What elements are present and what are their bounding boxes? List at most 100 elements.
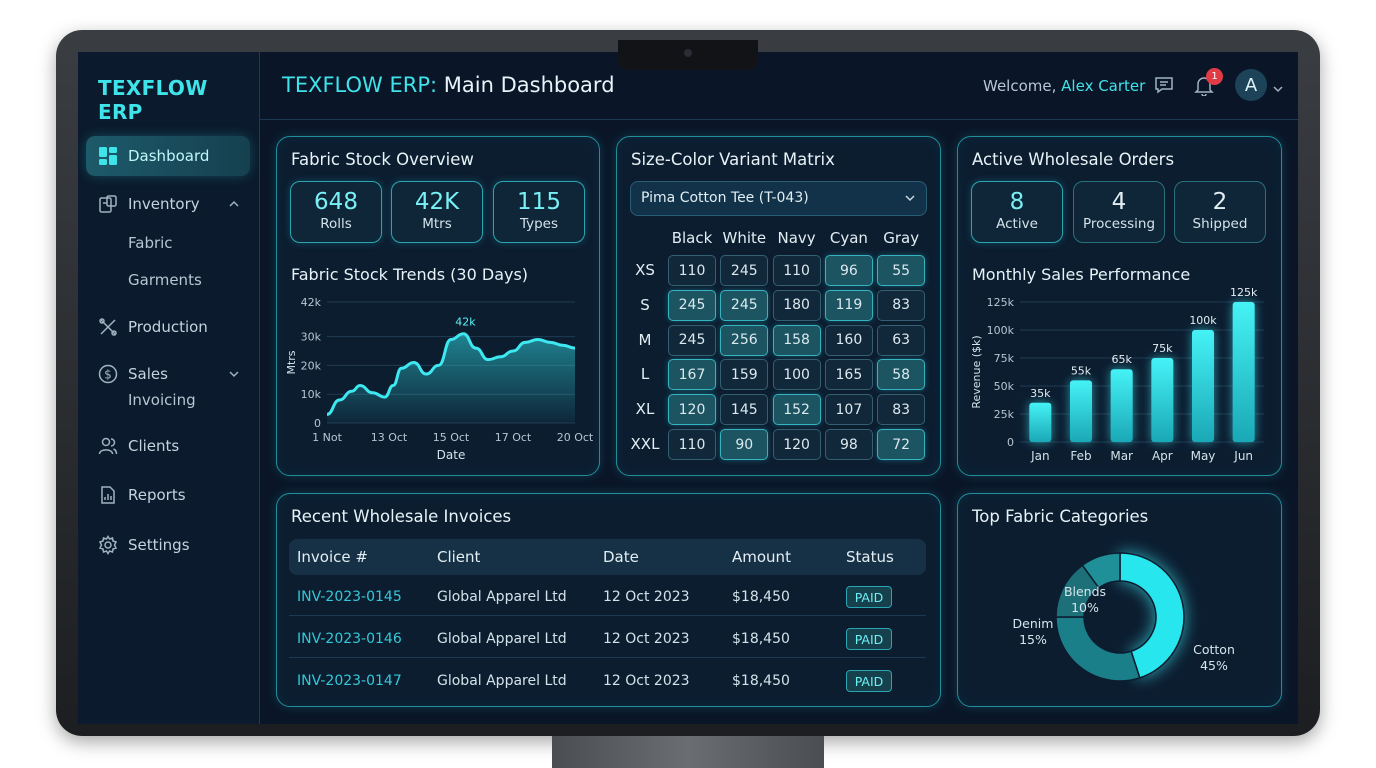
x-axis-label: Date bbox=[437, 448, 466, 462]
y-tick-label: 42k bbox=[301, 296, 322, 309]
sidebar-item-fabric[interactable]: Fabric bbox=[128, 234, 173, 252]
y-tick-label: 0 bbox=[314, 417, 321, 430]
matrix-cell[interactable]: 245 bbox=[720, 289, 769, 321]
sidebar: TEXFLOW ERP Dashboard Inventory Fabric G… bbox=[78, 52, 260, 724]
matrix-cell[interactable]: 110 bbox=[668, 429, 716, 460]
status-badge: PAID bbox=[846, 670, 892, 692]
chevron-down-icon[interactable] bbox=[1272, 80, 1284, 99]
y-tick-label: 100k bbox=[987, 324, 1015, 337]
sidebar-item-reports[interactable]: Reports bbox=[86, 475, 250, 515]
peak-label: 42k bbox=[455, 316, 476, 329]
y-tick-label: 50k bbox=[994, 380, 1015, 393]
brand-logo: TEXFLOW ERP bbox=[98, 76, 208, 124]
matrix-cell[interactable]: 167 bbox=[668, 359, 716, 391]
matrix-cell[interactable]: 55 bbox=[877, 255, 926, 286]
chevron-down-icon bbox=[904, 192, 916, 208]
report-icon bbox=[98, 485, 118, 505]
sidebar-item-invoicing[interactable]: Invoicing bbox=[128, 391, 196, 409]
inventory-icon bbox=[98, 194, 118, 214]
svg-text:$: $ bbox=[104, 368, 112, 382]
matrix-cell[interactable]: 245 bbox=[668, 289, 716, 321]
stat-label: Processing bbox=[1082, 216, 1156, 232]
invoice-client: Global Apparel Ltd bbox=[437, 631, 567, 647]
matrix-cell[interactable]: 119 bbox=[824, 289, 873, 321]
sidebar-item-garments[interactable]: Garments bbox=[128, 271, 202, 289]
invoice-date: 12 Oct 2023 bbox=[603, 589, 690, 605]
x-tick-label: 15 Oct bbox=[433, 431, 470, 444]
matrix-row-header: XXL bbox=[630, 435, 660, 453]
x-tick-label: Apr bbox=[1152, 449, 1173, 463]
column-header-date[interactable]: Date bbox=[603, 548, 639, 566]
column-header-invoice[interactable]: Invoice # bbox=[297, 548, 368, 566]
matrix-cell[interactable]: 72 bbox=[877, 429, 926, 460]
bar-data-label: 35k bbox=[1030, 387, 1051, 400]
matrix-cell[interactable]: 152 bbox=[772, 394, 821, 426]
invoice-number-link[interactable]: INV-2023-0146 bbox=[297, 631, 402, 647]
stat-shipped[interactable]: 2 Shipped bbox=[1174, 181, 1266, 243]
matrix-row-header: S bbox=[640, 295, 650, 314]
wholesale-orders-card: Active Wholesale Orders 8 Active 4 Proce… bbox=[957, 136, 1282, 476]
sidebar-item-settings[interactable]: Settings bbox=[86, 525, 250, 565]
stat-label: Active bbox=[996, 216, 1038, 232]
matrix-cell[interactable]: 245 bbox=[668, 324, 716, 356]
welcome-prefix: Welcome, bbox=[983, 77, 1057, 95]
bar-may bbox=[1192, 330, 1214, 442]
matrix-cell[interactable]: 100 bbox=[772, 359, 821, 391]
product-select[interactable]: Pima Cotton Tee (T-043) bbox=[630, 181, 927, 216]
x-tick-label: Feb bbox=[1070, 449, 1091, 463]
matrix-cell[interactable]: 90 bbox=[720, 429, 769, 460]
matrix-cell[interactable]: 165 bbox=[824, 359, 873, 391]
bar-data-label: 125k bbox=[1230, 287, 1258, 299]
matrix-cell[interactable]: 159 bbox=[720, 359, 769, 391]
bar-jun bbox=[1232, 302, 1255, 442]
matrix-row-header: XL bbox=[635, 400, 655, 419]
sidebar-item-label: Production bbox=[128, 318, 208, 336]
matrix-cell[interactable]: 58 bbox=[877, 359, 926, 391]
column-header-amount[interactable]: Amount bbox=[732, 548, 791, 566]
matrix-cell[interactable]: 245 bbox=[720, 255, 769, 286]
matrix-cell[interactable]: 83 bbox=[877, 394, 926, 426]
stat-active[interactable]: 8 Active bbox=[971, 181, 1063, 243]
bar-mar bbox=[1110, 369, 1133, 442]
matrix-cell[interactable]: 107 bbox=[824, 394, 873, 426]
matrix-cell[interactable]: 120 bbox=[668, 394, 716, 426]
matrix-column-header: Cyan bbox=[829, 229, 868, 247]
stat-processing[interactable]: 4 Processing bbox=[1073, 181, 1165, 243]
sidebar-item-clients[interactable]: Clients bbox=[86, 426, 250, 466]
invoice-amount: $18,450 bbox=[732, 631, 790, 647]
y-axis-label: Mtrs bbox=[285, 350, 298, 374]
matrix-cell[interactable]: 145 bbox=[720, 394, 769, 426]
matrix-cell[interactable]: 110 bbox=[668, 255, 716, 286]
avatar[interactable]: A bbox=[1235, 69, 1267, 101]
sidebar-item-dashboard[interactable]: Dashboard bbox=[86, 136, 250, 176]
y-tick-label: 75k bbox=[994, 352, 1015, 365]
matrix-column-header: Gray bbox=[883, 229, 920, 247]
matrix-cell[interactable]: 96 bbox=[824, 255, 873, 286]
matrix-cell[interactable]: 120 bbox=[772, 429, 821, 460]
sidebar-item-production[interactable]: Production bbox=[86, 307, 250, 347]
trend-area bbox=[327, 333, 575, 423]
stat-types: 115 Types bbox=[493, 181, 585, 243]
matrix-cell[interactable]: 180 bbox=[772, 289, 821, 321]
slice-label: Blends bbox=[1064, 584, 1106, 599]
matrix-cell[interactable]: 256 bbox=[720, 324, 769, 356]
column-header-client[interactable]: Client bbox=[437, 548, 481, 566]
column-header-status[interactable]: Status bbox=[846, 548, 894, 566]
matrix-cell[interactable]: 98 bbox=[824, 429, 873, 460]
sidebar-item-inventory[interactable]: Inventory bbox=[86, 184, 250, 224]
matrix-cell[interactable]: 158 bbox=[772, 324, 821, 356]
sidebar-item-sales[interactable]: $ Sales bbox=[86, 354, 250, 394]
invoice-number-link[interactable]: INV-2023-0145 bbox=[297, 589, 402, 605]
matrix-row-header: XS bbox=[635, 261, 655, 279]
page-title: TEXFLOW ERP: Main Dashboard bbox=[282, 73, 615, 97]
x-tick-label: 1 Not bbox=[312, 431, 342, 444]
matrix-cell[interactable]: 83 bbox=[877, 289, 926, 321]
slice-label: Cotton bbox=[1193, 642, 1235, 657]
matrix-cell[interactable]: 63 bbox=[877, 324, 926, 356]
matrix-cell[interactable]: 110 bbox=[772, 255, 821, 286]
chat-icon[interactable] bbox=[1153, 74, 1175, 96]
matrix-cell[interactable]: 160 bbox=[824, 324, 873, 356]
invoice-number-link[interactable]: INV-2023-0147 bbox=[297, 673, 402, 689]
y-tick-label: 30k bbox=[301, 331, 322, 344]
